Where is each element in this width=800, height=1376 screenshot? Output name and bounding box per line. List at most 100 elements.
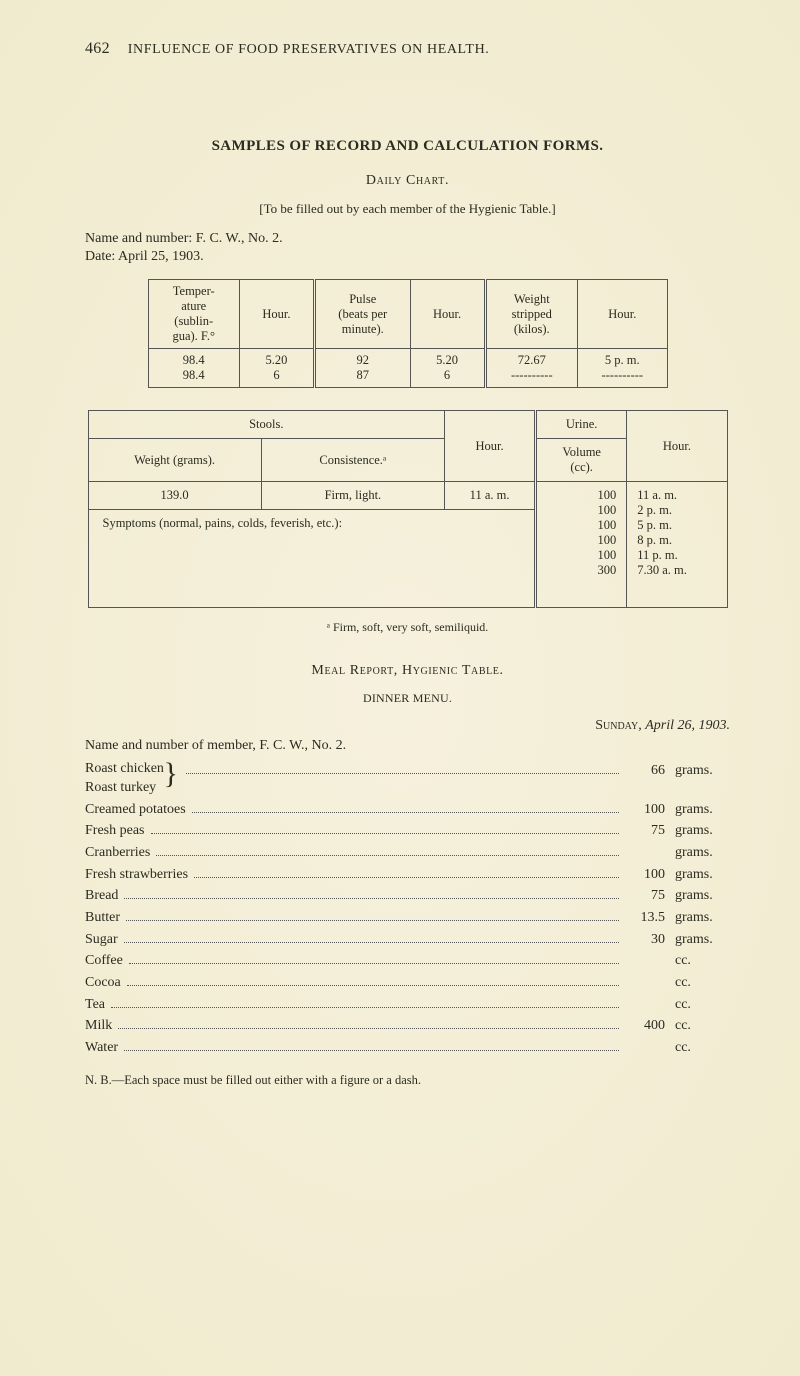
- date-line: Date: April 25, 1903.: [85, 249, 730, 265]
- menu-unit: cc.: [675, 994, 730, 1016]
- menu-label: Tea: [85, 994, 105, 1016]
- cell: 72.67 ----------: [485, 349, 577, 388]
- menu-label: Sugar: [85, 929, 118, 951]
- nb-note: N. B.—Each space must be filled out eith…: [85, 1073, 730, 1088]
- menu-amount: 13.5: [625, 907, 665, 929]
- menu-unit: grams.: [675, 842, 730, 864]
- leader-dots: [194, 865, 619, 877]
- menu-label: Butter: [85, 907, 120, 929]
- menu-row: Water cc.: [85, 1037, 730, 1059]
- menu-unit: grams.: [675, 799, 730, 821]
- col-hour1: Hour.: [239, 280, 314, 349]
- menu-unit: grams.: [675, 820, 730, 842]
- menu-unit: grams.: [675, 864, 730, 886]
- cell: 98.4 98.4: [148, 349, 239, 388]
- leader-dots: [126, 909, 619, 921]
- col-weight: Weight stripped (kilos).: [485, 280, 577, 349]
- leader-dots: [129, 952, 619, 964]
- cell-val: ----------: [495, 368, 569, 383]
- leader-dots: [118, 1017, 619, 1029]
- cell: 5 p. m. ----------: [578, 349, 667, 388]
- footnote-a: ᵃ Firm, soft, very soft, semiliquid.: [85, 620, 730, 635]
- menu-amount: 30: [625, 929, 665, 951]
- menu-row: Sugar 30 grams.: [85, 929, 730, 951]
- consistence-header: Consistence.ᵃ: [261, 439, 445, 482]
- brace-line: Roast chicken: [85, 760, 164, 779]
- table-row: Temper- ature (sublin- gua). F.° Hour. P…: [148, 280, 667, 349]
- brace-line: Roast turkey: [85, 779, 164, 798]
- menu-unit: grams.: [675, 885, 730, 907]
- cell-val: 11 p. m.: [637, 548, 716, 563]
- menu-row: Milk 400 cc.: [85, 1015, 730, 1037]
- menu-amount: 75: [625, 885, 665, 907]
- name-line: Name and number: F. C. W., No. 2.: [85, 231, 730, 247]
- menu-row: Fresh peas 75 grams.: [85, 820, 730, 842]
- cell-val: 100: [547, 503, 616, 518]
- hour2-header: Hour.: [627, 411, 727, 482]
- menu-label: Coffee: [85, 950, 123, 972]
- cell: 5.20 6: [410, 349, 485, 388]
- sunday-date: April 26, 1903.: [645, 718, 730, 734]
- menu-label: Creamed potatoes: [85, 799, 186, 821]
- cell: 92 87: [314, 349, 410, 388]
- col-temp: Temper- ature (sublin- gua). F.°: [148, 280, 239, 349]
- leader-dots: [124, 931, 619, 943]
- stool-urine-table-wrap: Stools. Hour. Urine. Hour. Weight (grams…: [85, 410, 730, 608]
- menu-row: Coffee cc.: [85, 950, 730, 972]
- col-hour3: Hour.: [578, 280, 667, 349]
- sunday-prefix: Sunday,: [595, 718, 645, 734]
- section-title: SAMPLES OF RECORD AND CALCULATION FORMS.: [85, 138, 730, 155]
- cell-val: 72.67: [495, 353, 569, 368]
- cell-val: 8 p. m.: [637, 533, 716, 548]
- menu-row: Bread 75 grams.: [85, 885, 730, 907]
- name-line-2: Name and number of member, F. C. W., No.…: [85, 738, 730, 754]
- table-row: 139.0 Firm, light. 11 a. m. 100 100 100 …: [88, 482, 727, 510]
- weight-val: 139.0: [88, 482, 261, 510]
- urine-vol-col: 100 100 100 100 100 300: [536, 482, 627, 608]
- cell: 5.20 6: [239, 349, 314, 388]
- menu-row: Fresh strawberries 100 grams.: [85, 864, 730, 886]
- menu-amount: 400: [625, 1015, 665, 1037]
- menu-unit: cc.: [675, 1015, 730, 1037]
- cell-val: 11 a. m.: [637, 488, 716, 503]
- volume-header: Volume (cc).: [536, 439, 627, 482]
- menu-amount: 66: [625, 760, 665, 782]
- leader-dots: [186, 762, 619, 774]
- daily-chart-heading: Daily Chart.: [85, 173, 730, 189]
- hour-header: Hour.: [445, 411, 536, 482]
- daily-chart-note: [To be filled out by each member of the …: [85, 201, 730, 217]
- cell-val: 87: [324, 368, 402, 383]
- page-number: 462: [85, 40, 110, 57]
- menu-label: Water: [85, 1037, 118, 1059]
- menu-label: Fresh strawberries: [85, 864, 188, 886]
- vitals-table: Temper- ature (sublin- gua). F.° Hour. P…: [148, 279, 668, 388]
- menu-label: Milk: [85, 1015, 112, 1037]
- running-title: INFLUENCE OF FOOD PRESERVATIVES ON HEALT…: [128, 42, 490, 57]
- dinner-menu-heading: DINNER MENU.: [85, 691, 730, 706]
- cell-val: 300: [547, 563, 616, 578]
- menu-row: Tea cc.: [85, 994, 730, 1016]
- menu-label: Bread: [85, 885, 118, 907]
- menu-amount: 100: [625, 864, 665, 886]
- page: 462 INFLUENCE OF FOOD PRESERVATIVES ON H…: [0, 0, 800, 1376]
- menu-label: Cranberries: [85, 842, 150, 864]
- leader-dots: [156, 844, 619, 856]
- cell-val: 6: [248, 368, 305, 383]
- menu-list: Roast chicken Roast turkey } 66 grams. C…: [85, 760, 730, 1059]
- menu-unit: grams.: [675, 929, 730, 951]
- menu-row: Roast chicken Roast turkey } 66 grams.: [85, 760, 730, 799]
- cell-val: 100: [547, 488, 616, 503]
- cell-val: 100: [547, 518, 616, 533]
- menu-unit: cc.: [675, 950, 730, 972]
- cell-val: 98.4: [157, 368, 231, 383]
- table-row: Stools. Hour. Urine. Hour.: [88, 411, 727, 439]
- menu-amount: 100: [625, 799, 665, 821]
- menu-label: Cocoa: [85, 972, 121, 994]
- symptoms-cell: Symptoms (normal, pains, colds, feverish…: [88, 510, 536, 608]
- col-hour2: Hour.: [410, 280, 485, 349]
- cell-val: 6: [419, 368, 476, 383]
- cell-val: 100: [547, 533, 616, 548]
- cell-val: 5.20: [248, 353, 305, 368]
- consistence-val: Firm, light.: [261, 482, 445, 510]
- menu-unit: grams.: [675, 760, 730, 782]
